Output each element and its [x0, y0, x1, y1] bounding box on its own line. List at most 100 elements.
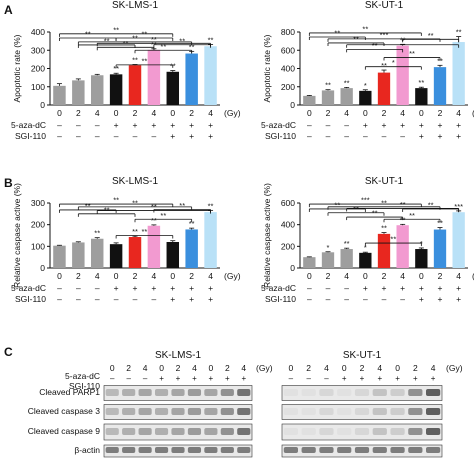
gel-band [154, 408, 169, 415]
gel-band [301, 408, 316, 415]
blot-aza-marker: + [395, 374, 400, 383]
significance-star: ** [344, 239, 350, 248]
aza-marker: – [57, 283, 62, 293]
gel-band [283, 447, 298, 453]
gel-band [319, 408, 334, 415]
blot-row-label: β-actin [74, 445, 100, 455]
aza-marker: – [307, 283, 312, 293]
y-tick-label: 200 [31, 64, 45, 74]
blot-aza-marker: – [126, 374, 131, 383]
bracket-label: ** [151, 35, 157, 44]
sgi-marker: – [344, 131, 349, 141]
gel-band [301, 428, 316, 435]
chart-title: SK-UT-1 [365, 0, 404, 11]
bracket-label: ** [85, 201, 91, 210]
blot-aza-marker: + [225, 374, 230, 383]
y-axis-label: Relative caspase active (%) [12, 183, 22, 288]
gel-band [283, 428, 298, 435]
gy-unit-label: (Gy) [472, 108, 474, 118]
gel-band [122, 408, 136, 415]
sgi-marker: + [419, 294, 424, 304]
gel-band [138, 447, 152, 453]
bar [359, 90, 372, 105]
sgi-marker: – [326, 131, 331, 141]
gel-band [426, 447, 441, 453]
dose-label: 0 [114, 108, 119, 118]
panel-label-b: B [4, 176, 13, 190]
bar [204, 212, 217, 268]
gel-band [154, 428, 169, 435]
bracket-label: ** [142, 227, 148, 236]
blot-gy-unit: (Gy) [256, 363, 273, 373]
y-tick-label: 600 [281, 198, 295, 208]
aza-marker: + [133, 120, 138, 130]
bracket-label: ** [409, 211, 415, 220]
bar [128, 65, 142, 105]
aza-marker: + [419, 120, 424, 130]
aza-marker: + [438, 120, 443, 130]
gel-band [105, 447, 119, 453]
aza-marker: + [189, 120, 194, 130]
gel-band [390, 447, 405, 453]
blot-dose-label: 2 [176, 363, 181, 373]
significance-star: ** [151, 40, 157, 49]
bar [377, 72, 391, 105]
blot-dose-label: 4 [377, 363, 382, 373]
panel-label-a: A [4, 3, 13, 17]
dose-label: 4 [152, 108, 157, 118]
significance-star: ** [418, 78, 424, 87]
sgi-marker: – [95, 131, 100, 141]
aza-marker: + [151, 120, 156, 130]
blot-dose-label: 4 [241, 363, 246, 373]
dose-label: 4 [152, 271, 157, 281]
sgi-marker: – [363, 294, 368, 304]
bar [321, 252, 335, 268]
bar [377, 233, 391, 268]
dose-label: 4 [456, 271, 461, 281]
gel-band [319, 447, 334, 453]
western-blot-sk-lms-1: SK-LMS-1024024024(Gy)–––++++++––––––+++C… [28, 350, 273, 458]
y-tick-label: 400 [281, 64, 295, 74]
aza-marker: + [170, 120, 175, 130]
gel-band [372, 447, 387, 453]
chart-title: SK-LMS-1 [112, 0, 159, 11]
bar [303, 257, 316, 268]
bracket-label: ** [113, 196, 119, 205]
gel-band [337, 447, 352, 453]
y-tick-label: 0 [290, 263, 295, 273]
blot-aza-marker: + [241, 374, 246, 383]
y-tick-label: 800 [281, 27, 295, 37]
dose-label: 2 [438, 271, 443, 281]
bar [53, 85, 66, 105]
dose-label: 2 [326, 271, 331, 281]
blot-aza-marker: – [143, 374, 148, 383]
aza-marker: + [438, 283, 443, 293]
significance-star: ** [132, 227, 138, 236]
y-tick-label: 200 [281, 241, 295, 251]
sgi-marker: – [133, 131, 138, 141]
sgi-row-label: SGI-110 [265, 131, 296, 141]
blot-dose-label: 0 [289, 363, 294, 373]
blot-dose-label: 0 [159, 363, 164, 373]
gel-band [171, 428, 185, 435]
bracket-label: ** [362, 24, 368, 33]
significance-star: ** [208, 35, 214, 44]
bracket-label: ** [132, 33, 138, 42]
blot-aza-marker: + [159, 374, 164, 383]
dose-label: 2 [133, 108, 138, 118]
aza-marker: – [326, 283, 331, 293]
sgi-marker: – [76, 131, 81, 141]
sgi-marker: – [76, 294, 81, 304]
gel-band [354, 447, 370, 453]
bracket-label: ** [353, 34, 359, 43]
sgi-marker: – [363, 131, 368, 141]
gel-band [220, 447, 234, 453]
sgi-marker: – [344, 294, 349, 304]
y-tick-label: 100 [31, 82, 45, 92]
bracket-label: ** [372, 209, 378, 218]
y-axis-label: Apoptotic rate (%) [262, 34, 272, 102]
gel-band [154, 447, 169, 453]
significance-star: ** [208, 201, 214, 210]
bracket-label: ** [142, 56, 148, 65]
blot-dose-label: 0 [395, 363, 400, 373]
